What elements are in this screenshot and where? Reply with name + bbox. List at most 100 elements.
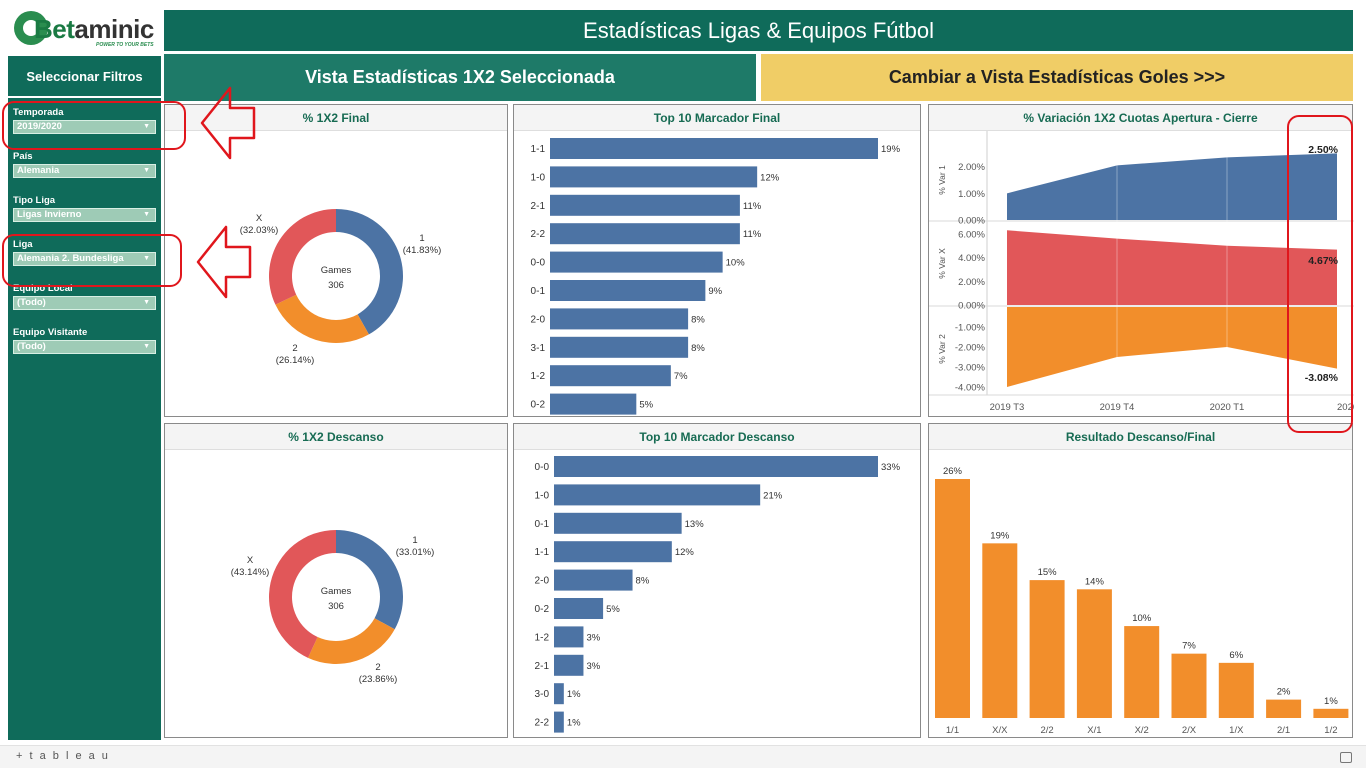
panel-resultado-descanso-final: Resultado Descanso/Final 26% 1/1 19% X/X 15%… [928, 423, 1353, 738]
filter-select-equipo-local[interactable]: (Todo) ▼ [13, 296, 156, 310]
donut-label-X: X [247, 555, 254, 566]
bar-1-1 [550, 138, 878, 159]
y-axis-title: % Var 2 [937, 334, 947, 364]
filter-select-temporada[interactable]: 2019/2020 ▼ [13, 120, 156, 134]
y-tick-label: 6.00% [958, 229, 985, 240]
filter-label-equipo-visitante: Equipo Visitante [13, 327, 88, 338]
bar-chart-top10-descanso: 0-0 33% 1-0 21% 0-1 13% 1-1 12% 2-0 8% 0-2 5% 1-2 3% 2… [535, 456, 901, 733]
filter-select-equipo-visitante[interactable]: (Todo) ▼ [13, 340, 156, 354]
bar-value-label: 33% [881, 462, 901, 473]
bar-value-label: 5% [639, 400, 653, 411]
panel-title: % 1X2 Final [165, 105, 507, 131]
bar-value-label: 5% [606, 604, 620, 615]
donut-value-label-2: (23.86%) [359, 674, 398, 685]
bar-2-0 [550, 308, 689, 330]
column-X/2 [1124, 626, 1160, 718]
bar-0-1 [550, 280, 706, 301]
bar-value-label: 19% [881, 144, 901, 155]
filter-select-liga[interactable]: Alemania 2. Bundesliga ▼ [13, 252, 156, 266]
tableau-logo[interactable]: + t a b l e a u [16, 750, 110, 762]
bar-value-label: 21% [763, 490, 783, 501]
tab-1x2-selected[interactable]: Vista Estadísticas 1X2 Seleccionada [164, 54, 756, 101]
y-axis-title: % Var X [937, 248, 947, 279]
column-value-label: 2% [1277, 687, 1291, 698]
column-category-label: 1/X [1229, 725, 1244, 736]
bar-value-label: 3% [586, 661, 600, 672]
panel-title: % 1X2 Descanso [165, 424, 507, 450]
y-tick-label: 0.00% [958, 301, 985, 312]
page-title: Estadísticas Ligas & Equipos Fútbol [164, 10, 1353, 51]
panel-title: Resultado Descanso/Final [929, 424, 1352, 450]
annotation-box-end-values [1287, 115, 1353, 433]
dropdown-arrow-icon: ▼ [143, 299, 150, 306]
column-1/1 [935, 479, 970, 718]
bar-category-label: 1-1 [531, 144, 546, 155]
bar-value-label: 8% [691, 314, 705, 325]
column-value-label: 10% [1132, 613, 1152, 624]
fullscreen-icon[interactable] [1340, 752, 1352, 763]
donut-value-label-X: (32.03%) [240, 225, 279, 236]
column-1/X [1218, 662, 1254, 718]
donut-slice-X [269, 530, 336, 658]
column-2/2 [1029, 580, 1065, 718]
bar-category-label: 3-0 [535, 689, 550, 700]
dropdown-arrow-icon: ▼ [143, 211, 150, 218]
x-tick-label: 2020 T1 [1210, 402, 1245, 413]
bar-1-2 [550, 365, 671, 387]
donut-slice-2 [275, 294, 369, 343]
donut-chart-1x2-descanso: Games 306 1(33.01%) 2(23.86%) X(43.14%) [231, 530, 435, 685]
bar-0-0 [550, 251, 723, 273]
donut-center-value: 306 [328, 280, 344, 291]
end-value-label: 4.67% [1308, 255, 1338, 267]
bar-value-label: 1% [567, 718, 581, 729]
bar-2-1 [550, 194, 740, 216]
column-X/1 [1076, 589, 1112, 718]
area-series-0 [1007, 153, 1337, 220]
logo-text: Betaminic [34, 14, 154, 44]
filter-label-tipo-liga: Tipo Liga [13, 195, 56, 206]
donut-value-label-1: (33.01%) [396, 547, 435, 558]
bar-category-label: 0-1 [531, 286, 546, 297]
column-category-label: 2/X [1182, 725, 1197, 736]
left-arrow-icon [196, 225, 252, 299]
donut-slice-2 [307, 618, 395, 664]
bar-2-1 [554, 654, 584, 676]
filter-label-pais: País [13, 151, 33, 162]
bar-3-0 [554, 683, 564, 705]
bar-value-label: 10% [726, 258, 746, 269]
panel-variacion: % Variación 1X2 Cuotas Apertura - Cierre… [928, 104, 1354, 417]
area-series-2 [1007, 307, 1337, 387]
bar-value-label: 1% [567, 689, 581, 700]
y-tick-label: 4.00% [958, 253, 985, 264]
bar-value-label: 7% [674, 371, 688, 382]
bar-value-label: 11% [743, 201, 762, 212]
filter-select-tipo-liga[interactable]: Ligas Invierno ▼ [13, 208, 156, 222]
tableau-footer: + t a b l e a u [0, 745, 1366, 768]
y-axis-title: % Var 1 [937, 165, 947, 195]
donut-value-label-X: (43.14%) [231, 567, 270, 578]
column-1/2 [1313, 708, 1349, 718]
bar-category-label: 2-0 [531, 314, 546, 325]
donut-slice-1 [336, 209, 403, 335]
bar-category-label: 0-2 [535, 604, 550, 615]
tab-switch-goles-button[interactable]: Cambiar a Vista Estadísticas Goles >>> [761, 54, 1353, 101]
filter-select-pais[interactable]: Alemania ▼ [13, 164, 156, 178]
bar-value-label: 11% [743, 229, 762, 240]
column-category-label: X/2 [1135, 725, 1149, 736]
bar-value-label: 9% [708, 286, 722, 297]
annotation-box-temporada [2, 101, 186, 150]
x-tick-label: 2019 T3 [990, 402, 1025, 413]
donut-value-label-1: (41.83%) [403, 245, 442, 256]
bar-category-label: 2-0 [535, 576, 550, 587]
dropdown-arrow-icon: ▼ [143, 343, 150, 350]
column-value-label: 26% [943, 466, 963, 477]
panel-title: Top 10 Marcador Final [514, 105, 920, 131]
bar-0-2 [554, 598, 604, 619]
panel-top10-descanso: Top 10 Marcador Descanso 0-0 33% 1-0 21% 0-1… [513, 423, 921, 738]
donut-label-1: 1 [412, 535, 417, 546]
column-category-label: 2/2 [1040, 725, 1053, 736]
bar-value-label: 3% [586, 632, 600, 643]
dropdown-arrow-icon: ▼ [143, 255, 150, 262]
betaminic-logo[interactable]: Betaminic POWER TO YOUR BETS [8, 8, 160, 52]
column-value-label: 15% [1038, 567, 1058, 578]
